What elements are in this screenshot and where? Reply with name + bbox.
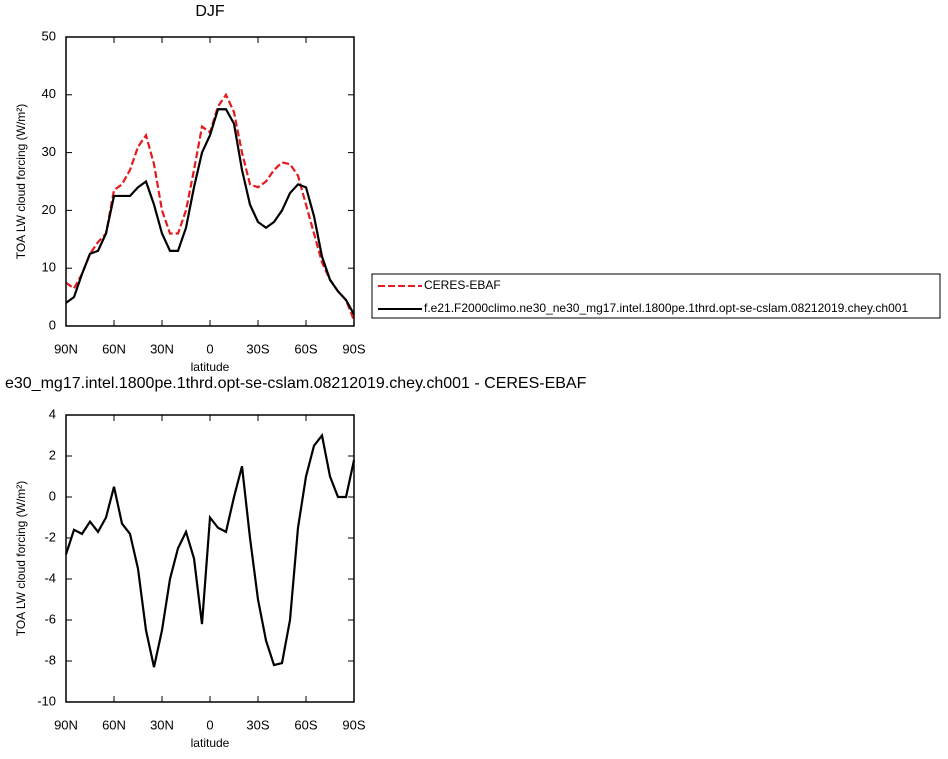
plot-frame <box>65 414 355 703</box>
x-tick-label: 0 <box>206 341 213 356</box>
y-tick-label: -4 <box>44 570 56 585</box>
data-line <box>64 432 356 668</box>
x-tick-label: 60N <box>102 717 126 732</box>
chart-title: DJF <box>195 3 225 20</box>
x-tick-label: 90S <box>342 341 365 356</box>
x-tick-label: 30S <box>246 717 269 732</box>
x-tick-label: 30S <box>246 341 269 356</box>
x-tick-label: 30N <box>150 341 174 356</box>
y-tick-label: 4 <box>49 406 56 421</box>
y-tick-label: 20 <box>42 202 56 217</box>
y-tick-label: 50 <box>42 28 56 43</box>
plot-frame <box>65 36 355 327</box>
x-tick-label: 60S <box>294 341 317 356</box>
x-axis-label: latitude <box>191 736 230 750</box>
y-axis-label: TOA LW cloud forcing (W/m²) <box>14 104 28 260</box>
y-axis-label: TOA LW cloud forcing (W/m²) <box>14 481 28 637</box>
y-tick-label: 0 <box>49 488 56 503</box>
x-tick-label: 60N <box>102 341 126 356</box>
y-tick-label: -10 <box>37 693 56 708</box>
y-tick-label: 0 <box>49 317 56 332</box>
x-tick-label: 0 <box>206 717 213 732</box>
data-line <box>65 108 355 315</box>
x-tick-label: 30N <box>150 717 174 732</box>
y-tick-label: 30 <box>42 144 56 159</box>
legend-label: CERES-EBAF <box>424 278 501 292</box>
x-axis-label: latitude <box>191 360 230 374</box>
x-tick-label: 90S <box>342 717 365 732</box>
legend-box <box>371 273 941 319</box>
y-tick-label: -6 <box>44 611 56 626</box>
x-tick-label: 60S <box>294 717 317 732</box>
y-tick-label: 2 <box>49 447 56 462</box>
y-tick-label: -2 <box>44 529 56 544</box>
x-tick-label: 90N <box>54 717 78 732</box>
x-tick-label: 90N <box>54 341 78 356</box>
y-tick-label: 10 <box>42 260 56 275</box>
y-tick-label: -8 <box>44 652 56 667</box>
chart-title: e30_mg17.intel.1800pe.1thrd.opt-se-cslam… <box>5 375 587 392</box>
legend-label: f.e21.F2000climo.ne30_ne30_mg17.intel.18… <box>424 301 908 315</box>
y-tick-label: 40 <box>42 86 56 101</box>
